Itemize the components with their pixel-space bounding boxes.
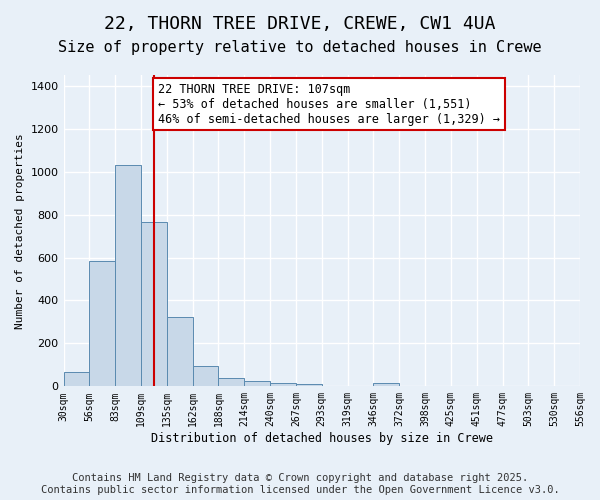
Bar [270,383,296,386]
Bar [373,383,399,386]
Bar [244,381,270,386]
Bar [296,384,322,386]
Bar [141,222,167,386]
X-axis label: Distribution of detached houses by size in Crewe: Distribution of detached houses by size … [151,432,493,445]
Bar [193,366,218,386]
Text: Contains HM Land Registry data © Crown copyright and database right 2025.
Contai: Contains HM Land Registry data © Crown c… [41,474,559,495]
Text: 22, THORN TREE DRIVE, CREWE, CW1 4UA: 22, THORN TREE DRIVE, CREWE, CW1 4UA [104,15,496,33]
Bar [89,260,115,386]
Text: Size of property relative to detached houses in Crewe: Size of property relative to detached ho… [58,40,542,55]
Bar [115,165,141,386]
Bar [218,378,244,386]
Bar [64,372,89,386]
Text: 22 THORN TREE DRIVE: 107sqm
← 53% of detached houses are smaller (1,551)
46% of : 22 THORN TREE DRIVE: 107sqm ← 53% of det… [158,82,500,126]
Bar [167,316,193,386]
Y-axis label: Number of detached properties: Number of detached properties [15,133,25,328]
